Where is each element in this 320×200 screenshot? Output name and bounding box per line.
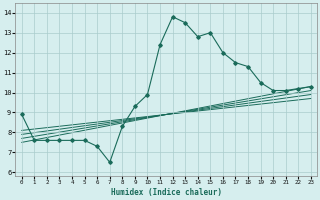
X-axis label: Humidex (Indice chaleur): Humidex (Indice chaleur): [111, 188, 222, 197]
